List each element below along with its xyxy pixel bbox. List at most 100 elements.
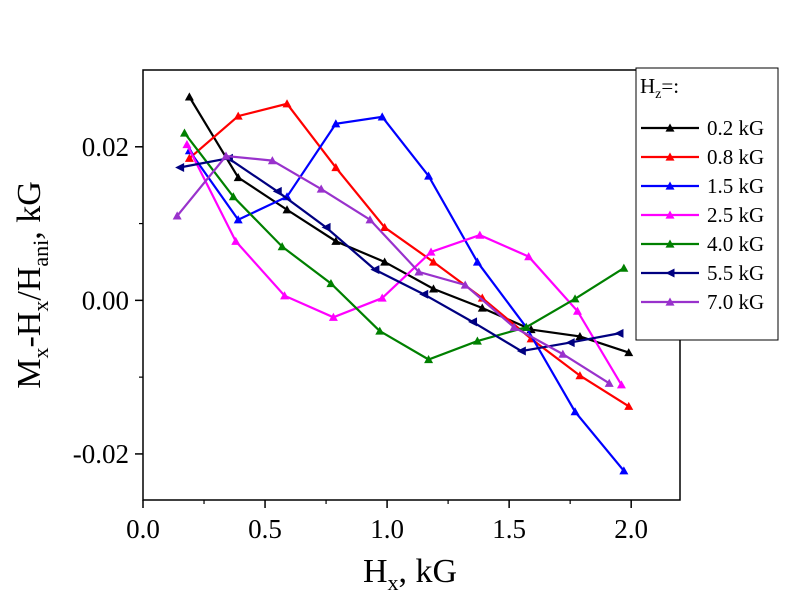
- data-point: [614, 328, 624, 338]
- data-point: [624, 348, 634, 357]
- y-tick-label: 0.02: [82, 132, 129, 162]
- data-point: [331, 119, 341, 128]
- data-point: [172, 211, 182, 220]
- data-point: [328, 312, 338, 321]
- data-point: [509, 322, 519, 331]
- data-point: [570, 407, 580, 416]
- data-point: [184, 92, 194, 101]
- data-point: [326, 278, 336, 288]
- legend-label: 1.5 kG: [707, 174, 764, 198]
- series-6: [172, 151, 614, 387]
- legend-item: 5.5 kG: [641, 261, 764, 285]
- series-1: [184, 99, 634, 410]
- data-point: [619, 466, 629, 475]
- legend-swatch-marker: [665, 297, 675, 306]
- legend-item: 4.0 kG: [641, 232, 764, 256]
- legend-label: 7.0 kG: [707, 290, 764, 314]
- data-point: [365, 215, 375, 224]
- x-tick-label: 2.0: [614, 514, 648, 544]
- legend-item: 7.0 kG: [641, 290, 764, 314]
- plot-frame: [142, 69, 681, 501]
- data-point: [277, 242, 287, 251]
- data-point: [558, 349, 568, 358]
- y-tick-labels: -0.02 0.00 0.02: [73, 132, 129, 469]
- data-point: [419, 289, 429, 299]
- data-point: [414, 267, 424, 276]
- legend-label: 0.8 kG: [707, 145, 764, 169]
- data-point: [228, 192, 238, 201]
- x-tick-label: 0.0: [126, 514, 160, 544]
- legend-item: 2.5 kG: [641, 203, 764, 227]
- data-point: [575, 371, 585, 380]
- series-line: [188, 102, 630, 408]
- legend-label: 0.2 kG: [707, 116, 764, 140]
- data-point: [182, 139, 192, 149]
- data-point: [477, 293, 487, 302]
- data-point: [521, 322, 531, 331]
- series-line: [188, 115, 625, 472]
- legend-label: 5.5 kG: [707, 261, 764, 285]
- data-point: [233, 111, 243, 120]
- legend-title: Hz=:: [640, 74, 679, 102]
- data-point: [428, 257, 438, 266]
- data-point: [221, 151, 231, 160]
- x-tick-label: 1.5: [492, 514, 526, 544]
- series-line: [176, 154, 610, 385]
- data-point: [604, 378, 614, 387]
- legend-swatch-marker: [665, 239, 675, 248]
- data-point: [572, 306, 582, 315]
- series-0: [184, 92, 634, 357]
- data-point: [380, 222, 390, 232]
- y-tick-label: 0.00: [82, 285, 129, 315]
- axis-ticks: [135, 146, 632, 508]
- data-point: [370, 265, 380, 275]
- data-point: [375, 326, 385, 335]
- y-axis-title-part: , kG: [11, 181, 48, 240]
- legend-item: 0.8 kG: [641, 145, 764, 169]
- data-point: [624, 401, 634, 410]
- legend-swatch-marker: [665, 210, 675, 219]
- data-point: [472, 257, 482, 266]
- data-point: [475, 230, 485, 239]
- data-point: [282, 205, 292, 214]
- data-point: [331, 163, 341, 172]
- series-5: [175, 153, 624, 356]
- data-point: [233, 215, 243, 224]
- y-axis-title-part: /H: [11, 267, 48, 301]
- legend-swatch-marker: [665, 123, 675, 132]
- legend-item: 0.2 kG: [641, 116, 764, 140]
- data-point: [616, 380, 626, 389]
- data-point: [424, 354, 434, 364]
- data-point: [282, 99, 292, 108]
- data-point: [175, 163, 185, 173]
- x-tick-label: 0.5: [248, 514, 282, 544]
- series-3: [182, 139, 626, 389]
- data-point: [477, 303, 487, 312]
- data-point: [575, 331, 585, 341]
- legend-items: 0.2 kG 0.8 kG 1.5 kG 2.5 kG 4.0 kG 5.5 kG 7.0 …: [641, 116, 764, 314]
- legend-swatch-marker: [665, 181, 675, 190]
- data-point: [184, 153, 194, 162]
- legend-swatch-marker: [665, 268, 675, 278]
- x-tick-label: 1.0: [370, 514, 404, 544]
- series-line: [188, 96, 630, 354]
- data-point: [524, 252, 534, 261]
- y-axis-title-part: M: [11, 359, 48, 389]
- data-point: [267, 156, 277, 165]
- y-axis-title-part: x: [28, 301, 53, 312]
- data-point: [380, 257, 390, 266]
- data-point: [424, 171, 434, 180]
- legend-swatch-marker: [665, 152, 675, 161]
- data-point: [472, 336, 482, 345]
- data-point: [231, 236, 241, 245]
- data-point: [516, 346, 526, 356]
- y-axis-title-part: ani: [28, 240, 53, 267]
- y-tick-label: -0.02: [73, 439, 129, 469]
- data-point: [377, 293, 387, 302]
- legend-box: [635, 67, 779, 341]
- data-point: [331, 236, 341, 245]
- y-axis-title-part: x: [28, 348, 53, 359]
- data-point: [570, 294, 580, 303]
- y-axis-title: Mx-Hx/Hani, kG: [11, 181, 53, 389]
